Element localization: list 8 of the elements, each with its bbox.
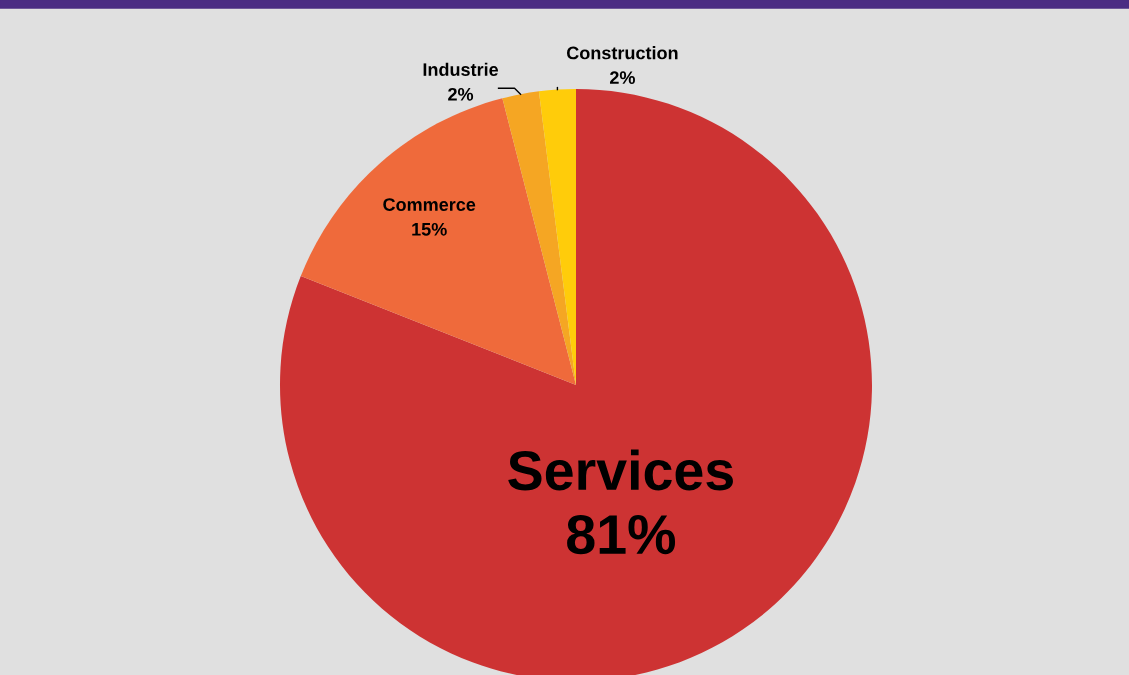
data-label: 15% (412, 222, 447, 236)
slice-label: Services (508, 449, 733, 491)
data-label: 2% (448, 87, 474, 101)
slice-label: Commerce (383, 198, 476, 211)
slice-label: Industrie (423, 62, 499, 76)
data-label: 2% (609, 71, 635, 84)
slice-label: Construction (566, 46, 678, 60)
data-label: 81% (567, 514, 676, 555)
